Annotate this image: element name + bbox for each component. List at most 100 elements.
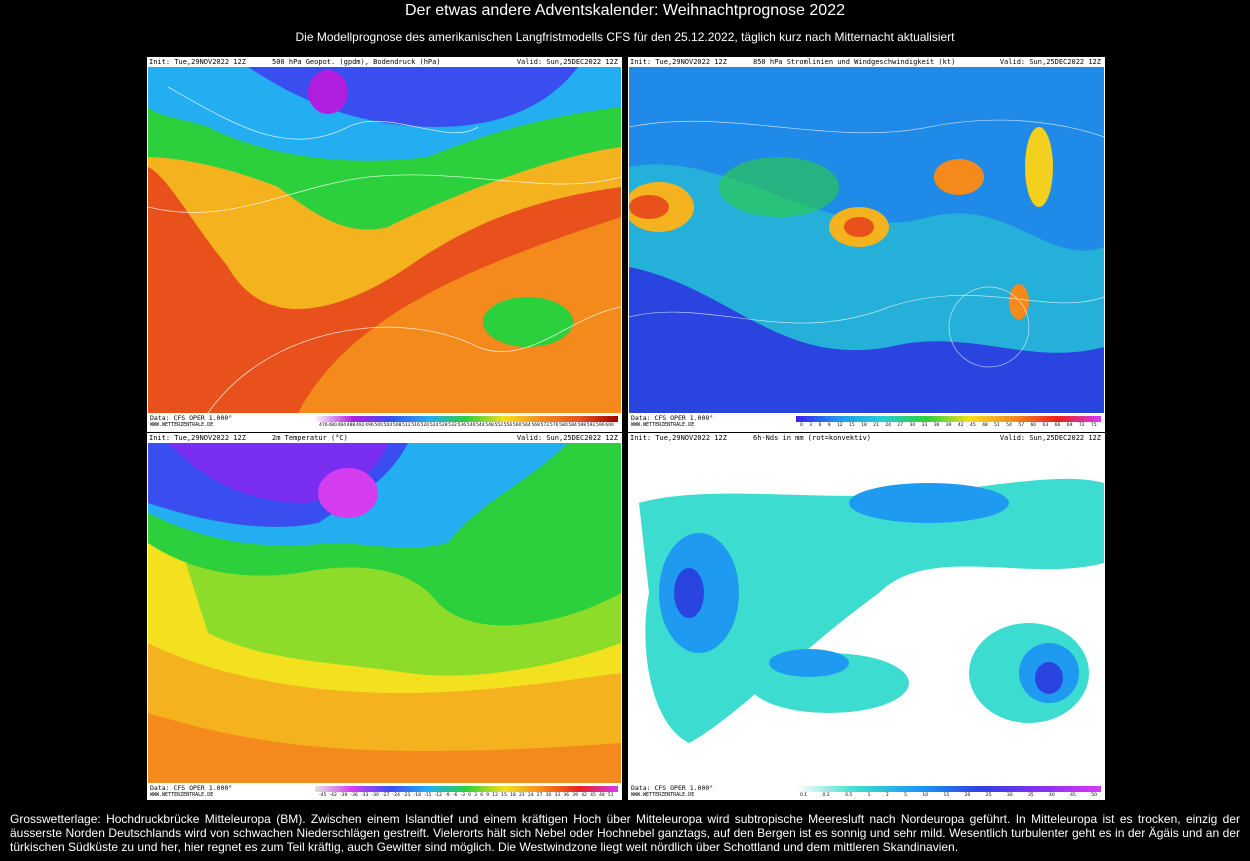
valid-time: Valid: Sun,25DEC2022 12Z (516, 58, 618, 66)
map-panel: Init: Tue,29NOV2022 12Z 2m Temperatur (°C… (147, 433, 622, 800)
panel-footer: Data: CFS OPER 1.000° WWW.WETTERZENTRALE.… (628, 413, 1105, 432)
colorbar-label: 5 (904, 793, 908, 798)
colorbar-label: 552 (494, 423, 504, 428)
map-image (148, 443, 621, 783)
colorbar-label: 15 (943, 793, 950, 798)
colorbar-label: 496 (365, 423, 374, 428)
colorbar-label: 48 (598, 793, 605, 798)
colorbar-label: 6 (818, 423, 822, 428)
colorbar-label: 36 (563, 793, 570, 798)
colorbar-label: 36 (933, 423, 940, 428)
colorbar-label: 57 (1018, 423, 1025, 428)
colorbar-label: 9 (827, 423, 831, 428)
colorbar-label: 488 (346, 423, 356, 428)
page-subtitle: Die Modellprognose des amerikanischen La… (295, 30, 955, 44)
panel-title: 2m Temperatur (°C) (272, 434, 348, 442)
init-time: Init: Tue,29NOV2022 12Z (630, 58, 727, 66)
website: WWW.WETTERZENTRALE.DE (150, 422, 214, 428)
colorbar-label: 3 (474, 793, 478, 798)
colorbar-label: 528 (439, 423, 448, 428)
colorbar-label: 30 (545, 793, 552, 798)
colorbar-label: 45 (969, 423, 976, 428)
colorbar-label: 30 (1006, 793, 1013, 798)
colorbar-label: 568 (531, 423, 540, 428)
map-image (629, 67, 1104, 413)
data-source: Data: CFS OPER 1.000° (150, 414, 233, 422)
colorbar-labels: 0 3 6 9 12 15 18 21 24 27 30 33 36 39 42 45 48 51 54 57 60 63… (800, 422, 1097, 429)
colorbar-label: -6 (452, 793, 458, 798)
colorbar-label: 520 (420, 423, 430, 428)
colorbar-label: -12 (434, 793, 443, 798)
colorbar-label: -45 (319, 793, 327, 798)
colorbar-label: -9 (445, 793, 450, 798)
colorbar-label: -33 (361, 793, 369, 798)
colorbar-label: 576 (549, 423, 559, 428)
colorbar-label: 580 (559, 423, 568, 428)
colorbar-label: 572 (540, 423, 550, 428)
colorbar-label: 584 (568, 423, 577, 428)
colorbar-label: 556 (503, 423, 513, 428)
colorbar-label: 51 (994, 423, 1000, 428)
colorbar-label: 18 (510, 793, 516, 798)
colorbar-label: 66 (1054, 423, 1061, 428)
colorbar-label: 0 (468, 793, 472, 798)
panel-title: 6h-Nds in mm (rot=konvektiv) (753, 434, 872, 442)
valid-time: Valid: Sun,25DEC2022 12Z (999, 434, 1101, 442)
colorbar-label: 484 (337, 423, 347, 428)
colorbar-label: 21 (518, 793, 525, 798)
map-panel: Init: Tue,29NOV2022 12Z 500 hPa Geopot. (… (147, 57, 622, 432)
colorbar-label: 45 (1070, 793, 1076, 798)
colorbar-label: 508 (392, 423, 402, 428)
panel-header: Init: Tue,29NOV2022 12Z 500 hPa Geopot. (… (147, 57, 622, 67)
colorbar-label: 35 (1027, 793, 1034, 798)
colorbar (796, 416, 1101, 422)
colorbar-label: 544 (475, 423, 485, 428)
colorbar (315, 786, 618, 792)
panel-header: Init: Tue,29NOV2022 12Z 850 hPa Stromlini… (628, 57, 1105, 67)
colorbar-label: 33 (921, 423, 928, 428)
panel-title: 500 hPa Geopot. (gpdm), Bodendruck (hPa) (272, 58, 441, 66)
colorbar-label: 492 (355, 423, 365, 428)
colorbar-label: 42 (581, 793, 587, 798)
colorbar-label: -27 (382, 793, 390, 798)
valid-time: Valid: Sun,25DEC2022 12Z (516, 434, 618, 442)
colorbar-label: 564 (522, 423, 531, 428)
colorbar-label: 532 (448, 423, 457, 428)
colorbar-label: 15 (501, 793, 507, 798)
colorbar-label: 596 (596, 423, 605, 428)
colorbar-label: 27 (536, 793, 543, 798)
colorbar-label: 25 (985, 793, 992, 798)
description: Grosswetterlage: Hochdruckbrücke Mittele… (10, 812, 1240, 854)
colorbar-label: -30 (371, 793, 379, 798)
colorbar-label: 3 (809, 423, 813, 428)
colorbar-label: 524 (429, 423, 439, 428)
colorbar-label: 33 (554, 793, 561, 798)
colorbar-label: 600 (605, 423, 614, 428)
colorbar-label: -21 (403, 793, 411, 798)
panel-footer: Data: CFS OPER 1.000° WWW.WETTERZENTRALE.… (147, 413, 622, 432)
colorbar-label: 45 (590, 793, 596, 798)
colorbar-labels: 476 480 484 488 492 496 500 504 508 512 516 520 524 5… (319, 422, 614, 429)
colorbar-label: -42 (329, 793, 337, 798)
valid-time: Valid: Sun,25DEC2022 12Z (999, 58, 1101, 66)
panel-title: 850 hPa Stromlinien und Windgeschwindigk… (753, 58, 956, 66)
colorbar-labels: 0.1 0.2 0.5 1 2 5 10 15 20 25 30 35 40 45 50 (800, 792, 1097, 799)
colorbar-labels: -45 -42 -39 -36 -33 -30 -27 -24 -21 -18 -15 -12 -9 -6… (319, 792, 614, 799)
colorbar-label: -36 (350, 793, 358, 798)
colorbar-label: 54 (1006, 423, 1012, 428)
colorbar-label: 51 (607, 793, 614, 798)
colorbar-label: 48 (982, 423, 988, 428)
colorbar (796, 786, 1101, 792)
colorbar-label: -15 (424, 793, 432, 798)
colorbar-label: 50 (1091, 793, 1097, 798)
colorbar-label: 592 (586, 423, 596, 428)
colorbar-label: 480 (328, 423, 337, 428)
colorbar-label: 40 (1049, 793, 1055, 798)
colorbar-label: 0.1 (800, 793, 808, 798)
colorbar-label: 24 (527, 793, 534, 798)
colorbar-label: 60 (1030, 423, 1037, 428)
colorbar-label: 512 (402, 423, 411, 428)
colorbar-label: -24 (392, 793, 400, 798)
init-time: Init: Tue,29NOV2022 12Z (630, 434, 727, 442)
